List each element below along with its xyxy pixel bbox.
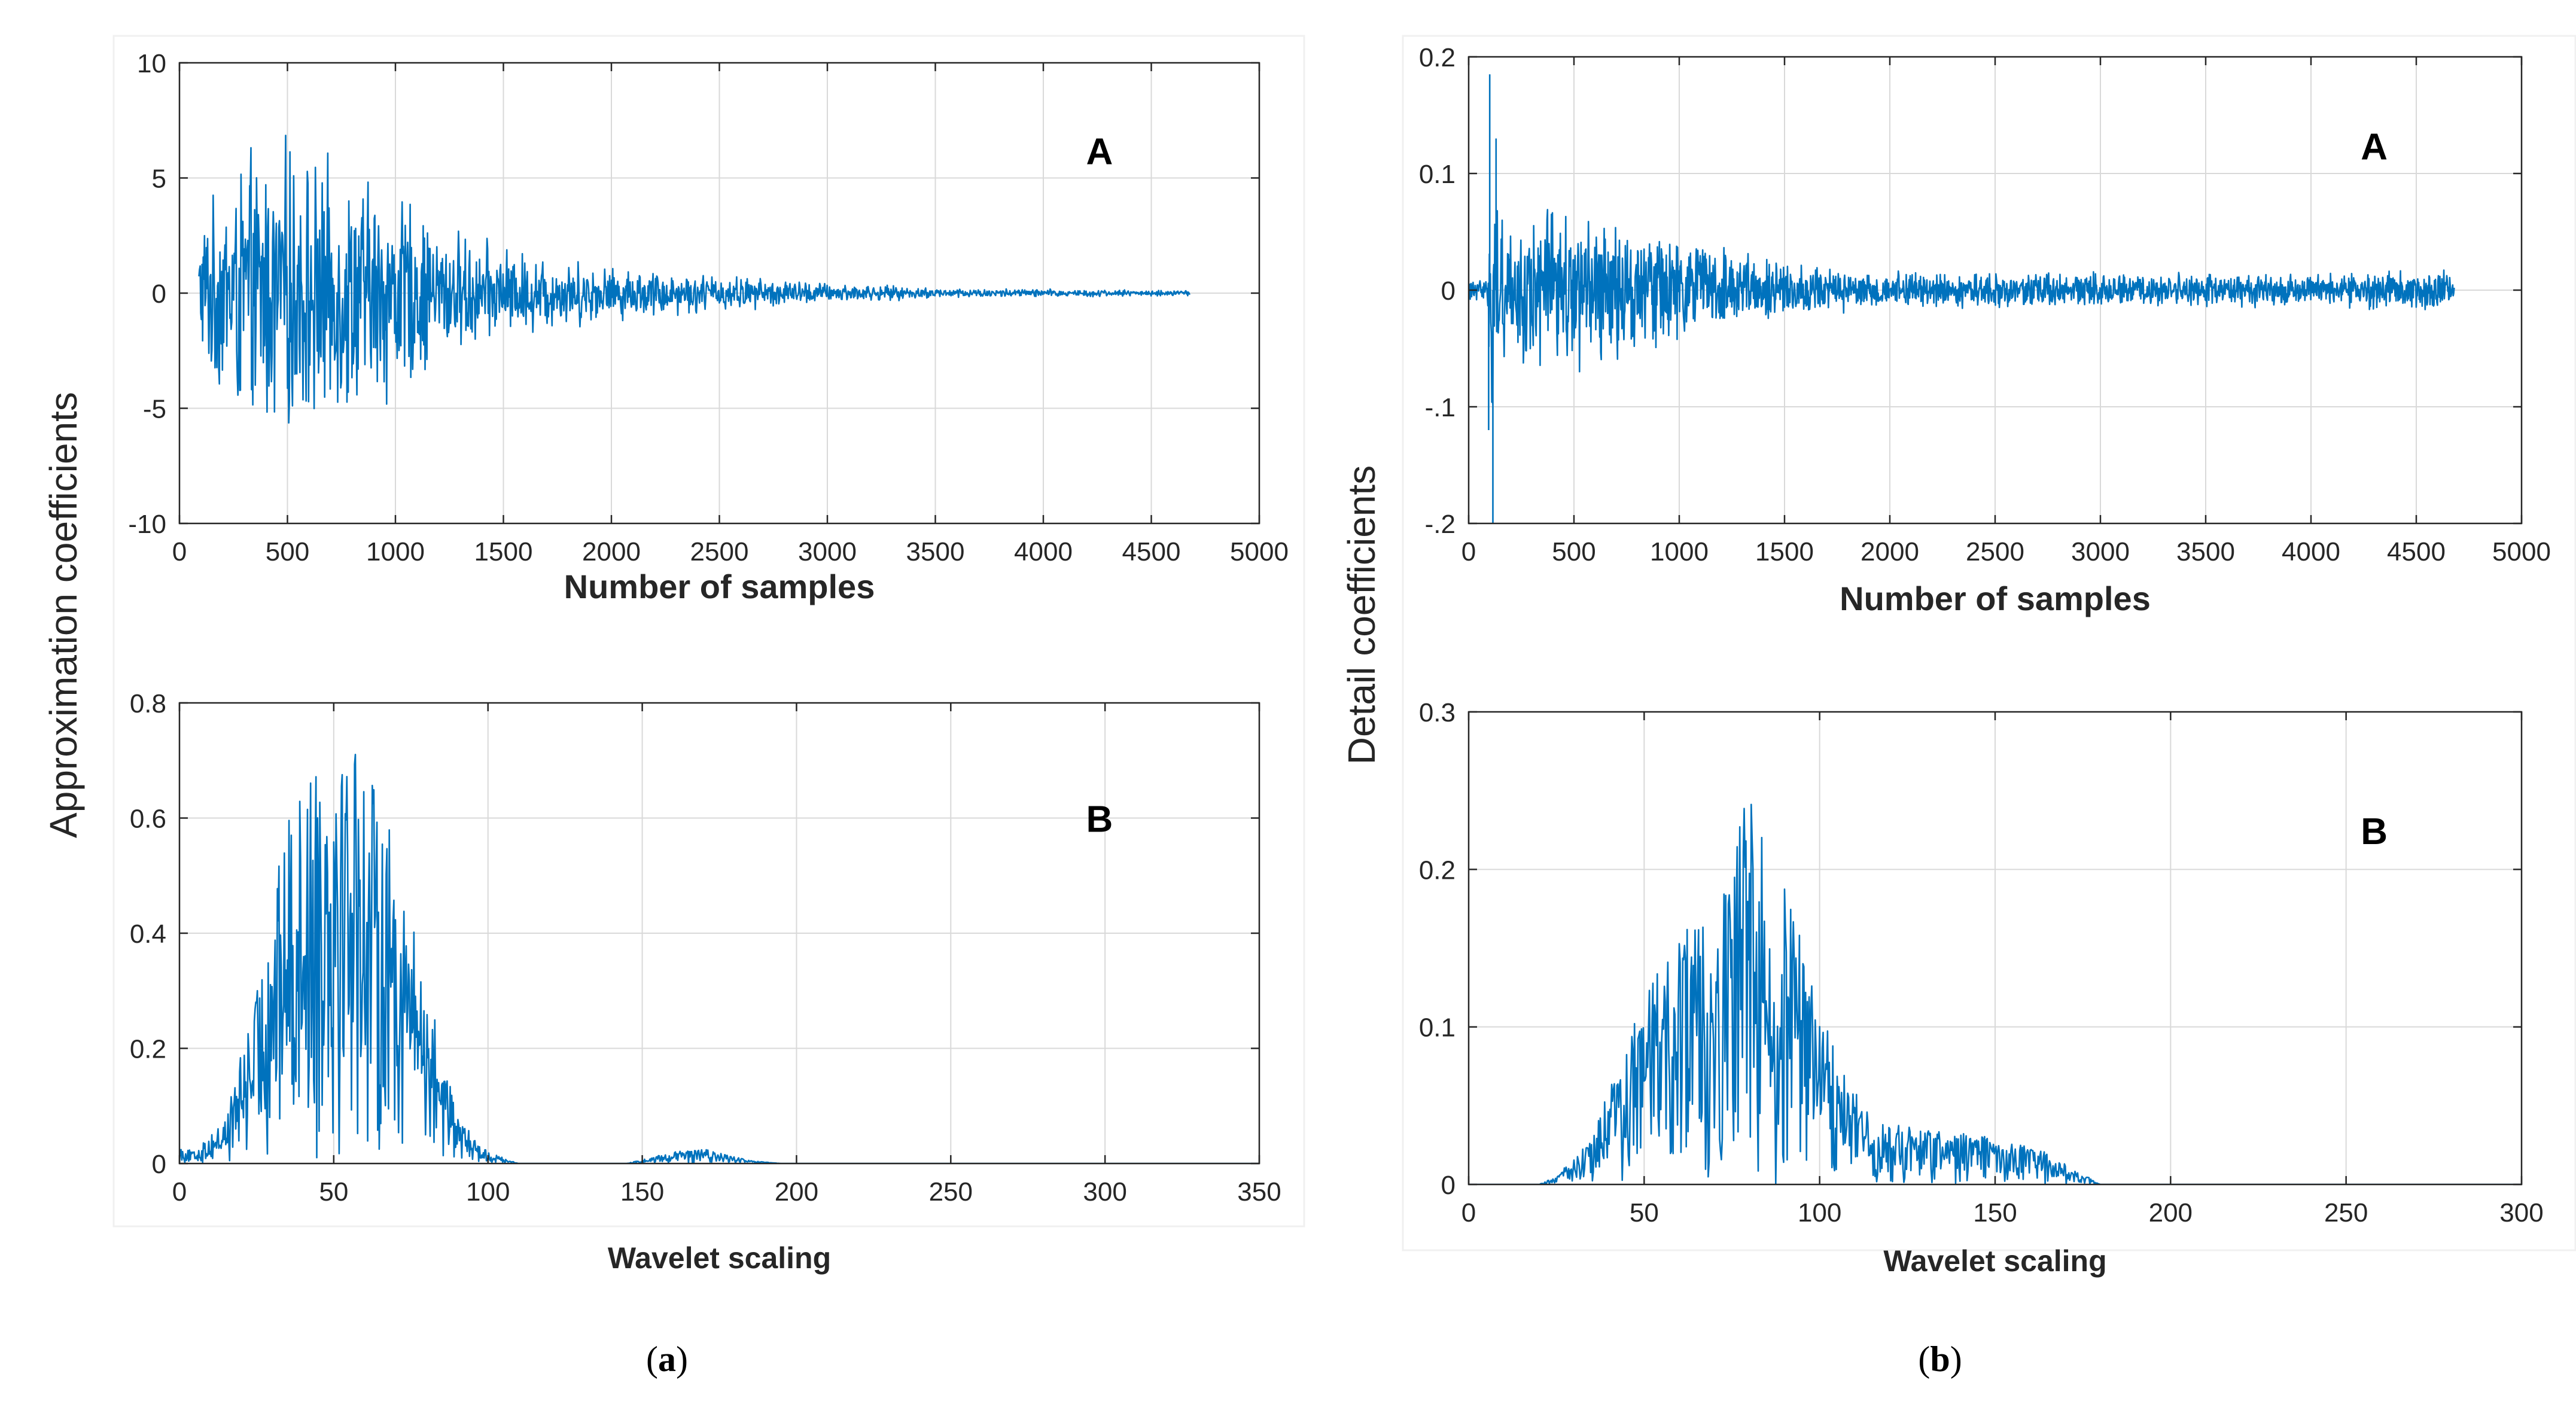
x-tick-label: 4500 (2387, 537, 2446, 567)
x-tick-label: 2000 (582, 537, 641, 567)
x-tick-label: 100 (466, 1177, 510, 1207)
x-tick-label: 4000 (1014, 537, 1073, 567)
y-tick-label: 0.2 (130, 1035, 166, 1064)
chart-detail-spectrum: 0 50 100 150 200 250 300 0 0.1 0.2 0.3 B Wavelet sca… (1419, 698, 2544, 1278)
x-tick-label: 250 (2324, 1198, 2368, 1228)
x-tick-label: 200 (775, 1177, 818, 1207)
y-tick-label: -10 (128, 510, 166, 539)
x-tick-label: 0 (1461, 537, 1476, 567)
x-tick-label: 1000 (366, 537, 425, 567)
series-line (1469, 803, 2522, 1184)
panel-tag: B (2361, 811, 2388, 852)
chart-approximation-spectrum: 0 50 100 150 200 250 300 350 0 0.2 0.4 0.6 0.8 B Wavel… (130, 689, 1281, 1275)
panel-tag: A (1086, 131, 1113, 172)
y-tick-label: 0.1 (1419, 160, 1456, 189)
x-tick-label: 50 (1630, 1198, 1659, 1228)
x-tick-label: 1500 (474, 537, 533, 567)
x-tick-label: 2000 (1861, 537, 1919, 567)
x-tick-label: 4500 (1122, 537, 1181, 567)
y-tick-label: 0.6 (130, 805, 166, 834)
x-tick-label: 2500 (1966, 537, 2024, 567)
x-tick-label: 500 (266, 537, 309, 567)
x-tick-label: 500 (1552, 537, 1595, 567)
series-line (198, 135, 1190, 424)
y-tick-label: 0.1 (1419, 1013, 1456, 1043)
x-tick-label: 5000 (2492, 537, 2551, 567)
panel-tag: A (2361, 127, 2388, 168)
x-tick-label: 150 (1973, 1198, 2017, 1228)
x-tick-label: 2500 (690, 537, 749, 567)
series-line (179, 754, 1259, 1164)
left-frame (112, 35, 1305, 1228)
x-axis-label: Number of samples (564, 568, 875, 605)
x-tick-label: 250 (929, 1177, 973, 1207)
x-axis-label: Number of samples (1840, 580, 2151, 617)
x-axis-label: Wavelet scaling (1883, 1244, 2106, 1278)
x-tick-label: 50 (319, 1177, 348, 1207)
x-tick-label: 3000 (798, 537, 857, 567)
y-tick-label: 0.2 (1419, 855, 1456, 885)
y-tick-label: 0.4 (130, 919, 166, 949)
x-tick-label: 300 (2499, 1198, 2543, 1228)
y-tick-label: 0 (1441, 276, 1456, 306)
y-tick-label: 0.3 (1419, 698, 1456, 727)
y-tick-label: 0 (152, 279, 166, 309)
panel-tag: B (1086, 799, 1113, 840)
caption-b-letter: b (1930, 1339, 1950, 1379)
y-axis-label-right: Detail coefficients (1340, 465, 1383, 765)
right-frame (1402, 35, 2576, 1251)
y-tick-label: -5 (143, 395, 166, 424)
chart-detail-coefficients: 0 500 1000 1500 2000 2500 3000 3500 4000 4500 5000… (1419, 43, 2551, 617)
x-axis-label: Wavelet scaling (608, 1241, 831, 1275)
x-tick-label: 1000 (1650, 537, 1709, 567)
y-tick-label: 0 (1441, 1171, 1456, 1200)
chart-approximation-coefficients: 0 500 1000 1500 2000 2500 3000 3500 4000 4500 5000… (128, 49, 1289, 605)
y-axis-label-left: Approximation coefficients (42, 392, 85, 838)
x-tick-label: 100 (1798, 1198, 1841, 1228)
x-tick-label: 300 (1083, 1177, 1126, 1207)
x-tick-label: 5000 (1230, 537, 1289, 567)
y-tick-label: 0.2 (1419, 43, 1456, 72)
x-tick-label: 1500 (1755, 537, 1814, 567)
y-tick-label: -.2 (1425, 510, 1456, 539)
x-tick-label: 3000 (2071, 537, 2130, 567)
series-line (1469, 74, 2455, 523)
y-tick-label: 0.8 (130, 689, 166, 718)
x-tick-label: 0 (1461, 1198, 1476, 1228)
y-tick-label: 5 (152, 165, 166, 194)
x-tick-label: 0 (172, 1177, 187, 1207)
y-tick-label: -.1 (1425, 393, 1456, 422)
x-tick-label: 150 (620, 1177, 664, 1207)
x-tick-label: 350 (1237, 1177, 1281, 1207)
caption-a-letter: a (658, 1339, 676, 1379)
y-tick-label: 10 (137, 49, 166, 78)
x-tick-label: 3500 (2176, 537, 2235, 567)
x-tick-label: 0 (172, 537, 187, 567)
y-tick-label: 0 (152, 1150, 166, 1179)
x-tick-label: 3500 (906, 537, 965, 567)
x-tick-label: 4000 (2282, 537, 2340, 567)
x-tick-label: 200 (2149, 1198, 2193, 1228)
caption-b: (b) (1918, 1339, 1962, 1379)
caption-a: (a) (646, 1339, 688, 1379)
